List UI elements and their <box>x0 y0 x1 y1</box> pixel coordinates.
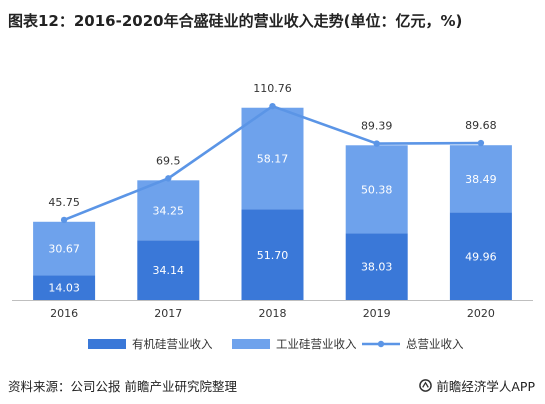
legend-marker-total <box>377 340 385 348</box>
legend-swatch-industrial <box>232 339 270 349</box>
label-total-2019: 89.39 <box>361 120 393 133</box>
label-industrial-2016: 30.67 <box>48 243 80 256</box>
total-point-2016 <box>60 216 68 224</box>
label-industrial-2018: 58.17 <box>257 153 289 166</box>
brand-label: 前瞻经济学人APP <box>436 379 535 394</box>
label-organic-2019: 38.03 <box>361 261 393 274</box>
total-point-2017 <box>165 175 172 182</box>
label-industrial-2020: 38.49 <box>465 173 497 186</box>
brand-footer: 前瞻经济学人APP <box>419 376 535 395</box>
label-industrial-2017: 34.25 <box>153 204 185 217</box>
source-note: 资料来源：公司公报 前瞻产业研究院整理 <box>8 379 237 394</box>
x-tick-2017: 2017 <box>154 307 182 320</box>
bar-industrial-2019 <box>345 145 408 234</box>
label-total-2017: 69.5 <box>156 154 181 167</box>
qianzhan-logo-icon <box>419 379 433 392</box>
x-tick-2016: 2016 <box>50 307 78 320</box>
legend-swatch-organic <box>88 339 126 349</box>
bar-industrial-2016 <box>33 221 96 276</box>
label-organic-2020: 49.96 <box>465 250 497 263</box>
label-organic-2017: 34.14 <box>153 264 185 277</box>
x-tick-2019: 2019 <box>363 307 391 320</box>
label-organic-2018: 51.70 <box>257 249 289 262</box>
legend-label-organic: 有机硅营业收入 <box>132 337 213 351</box>
bar-organic-2020 <box>449 212 512 300</box>
label-organic-2016: 14.03 <box>48 282 80 295</box>
label-total-2020: 89.68 <box>465 119 497 132</box>
bar-industrial-2018 <box>241 107 304 210</box>
legend-label-total: 总营业收入 <box>406 337 464 351</box>
bar-organic-2019 <box>345 233 408 300</box>
bar-organic-2017 <box>137 240 200 300</box>
bar-organic-2018 <box>241 209 304 300</box>
bar-industrial-2017 <box>137 180 200 241</box>
total-point-2020 <box>477 139 485 147</box>
bar-industrial-2020 <box>449 145 512 213</box>
legend-label-industrial: 工业硅营业收入 <box>276 337 357 351</box>
chart-title: 图表12：2016-2020年合盛硅业的营业收入走势(单位：亿元，%) <box>8 12 463 30</box>
total-point-2019 <box>373 140 380 147</box>
x-tick-2018: 2018 <box>259 307 287 320</box>
bar-organic-2016 <box>33 275 96 300</box>
x-tick-2020: 2020 <box>467 307 495 320</box>
total-point-2018 <box>269 102 276 110</box>
label-industrial-2019: 50.38 <box>361 183 393 196</box>
label-total-2018: 110.76 <box>253 82 292 95</box>
label-total-2016: 45.75 <box>48 196 80 209</box>
